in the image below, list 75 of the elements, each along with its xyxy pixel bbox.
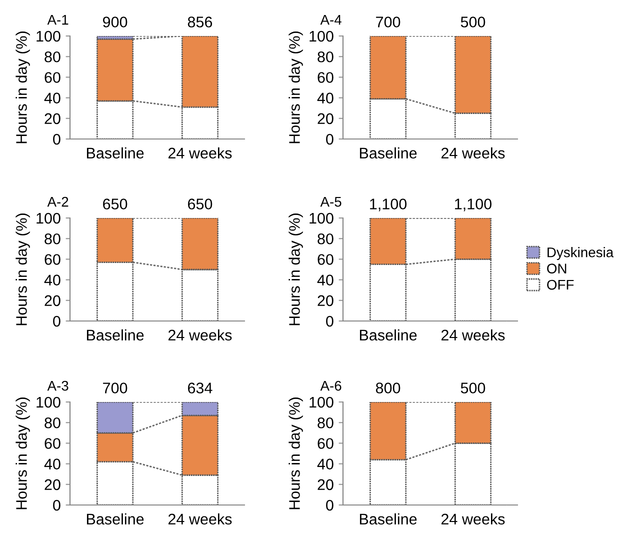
y-tick-label: 100: [310, 212, 334, 224]
y-tick-label: 60: [318, 254, 334, 265]
y-tick-label: 20: [318, 295, 334, 306]
y-axis-title: Hours in day (%): [288, 214, 303, 326]
y-tick-label: 40: [317, 92, 334, 104]
y-tick-label: 20: [318, 479, 334, 490]
y-tick-label: 60: [44, 254, 60, 265]
y-axis-title: Hours in day (%): [16, 398, 30, 510]
y-tick-label: 80: [44, 233, 60, 244]
x-tick-label: 24 weeks: [441, 329, 505, 341]
y-tick-label: 20: [44, 113, 60, 124]
y-tick-label: 60: [44, 72, 60, 83]
x-tick-label: 24 weeks: [168, 329, 232, 341]
y-tick-label: 60: [44, 438, 60, 449]
y-tick-label: 100: [310, 396, 334, 408]
y-tick-label: 0: [326, 316, 334, 327]
x-tick-label: 24 weeks: [168, 513, 232, 525]
annotation: 500: [460, 382, 486, 394]
y-axis-title: Hours in day (%): [288, 32, 303, 144]
y-tick-label: 0: [326, 500, 334, 511]
annotation: 634: [188, 382, 212, 394]
annotation: 1,100: [455, 198, 492, 212]
chart-title: A-3: [47, 380, 68, 391]
y-tick-label: 0: [53, 316, 60, 327]
y-tick-label: 40: [317, 458, 334, 470]
y-tick-label: 80: [318, 417, 334, 428]
annotation: 1,100: [370, 198, 407, 212]
y-tick-label: 20: [44, 295, 60, 306]
y-axis-title: Hours in day (%): [288, 398, 303, 510]
y-tick-label: 0: [53, 500, 60, 511]
x-tick-label: Baseline: [86, 513, 144, 525]
x-tick-label: Baseline: [360, 147, 417, 159]
x-tick-label: Baseline: [86, 329, 144, 341]
annotation: 900: [102, 16, 128, 28]
y-tick-label: 0: [326, 134, 334, 145]
annotation: 650: [103, 198, 128, 210]
annotation: 500: [460, 16, 486, 28]
chart-title: A-5: [320, 197, 342, 207]
y-tick-label: 40: [44, 92, 60, 104]
y-tick-label: 0: [53, 134, 60, 145]
y-tick-label: 40: [317, 274, 334, 286]
x-tick-label: Baseline: [360, 329, 417, 341]
annotation: 856: [188, 16, 212, 28]
y-tick-label: 60: [318, 438, 334, 449]
y-tick-label: 40: [44, 458, 60, 470]
x-tick-label: 24 weeks: [441, 147, 505, 159]
annotation: 700: [103, 382, 128, 394]
annotation: 700: [376, 16, 400, 28]
chart-title: A-4: [320, 15, 342, 25]
x-tick-label: 24 weeks: [168, 147, 232, 159]
legend-label: OFF: [547, 280, 574, 290]
y-tick-label: 60: [318, 72, 334, 83]
y-tick-label: 80: [44, 417, 60, 428]
x-tick-label: Baseline: [360, 513, 417, 525]
y-axis-title: Hours in day (%): [16, 214, 30, 326]
chart-title: A-2: [47, 196, 68, 207]
x-tick-label: Baseline: [86, 147, 144, 159]
y-tick-label: 80: [44, 51, 60, 62]
y-tick-label: 40: [44, 274, 60, 286]
y-tick-label: 20: [318, 113, 334, 124]
annotation: 650: [188, 198, 212, 210]
annotation: 800: [376, 382, 400, 394]
y-tick-label: 100: [36, 30, 60, 42]
y-tick-label: 80: [318, 51, 334, 62]
chart-title: A-6: [320, 380, 342, 391]
y-tick-label: 80: [318, 233, 334, 244]
legend-label: ON: [547, 264, 566, 274]
y-tick-label: 100: [310, 30, 334, 42]
x-tick-label: 24 weeks: [441, 513, 505, 525]
y-axis-title: Hours in day (%): [16, 32, 30, 144]
legend-label: Dyskinesia: [548, 247, 614, 260]
y-tick-label: 100: [36, 212, 60, 224]
chart-title: A-1: [47, 15, 68, 25]
y-tick-label: 20: [44, 479, 60, 490]
y-tick-label: 100: [36, 396, 60, 408]
